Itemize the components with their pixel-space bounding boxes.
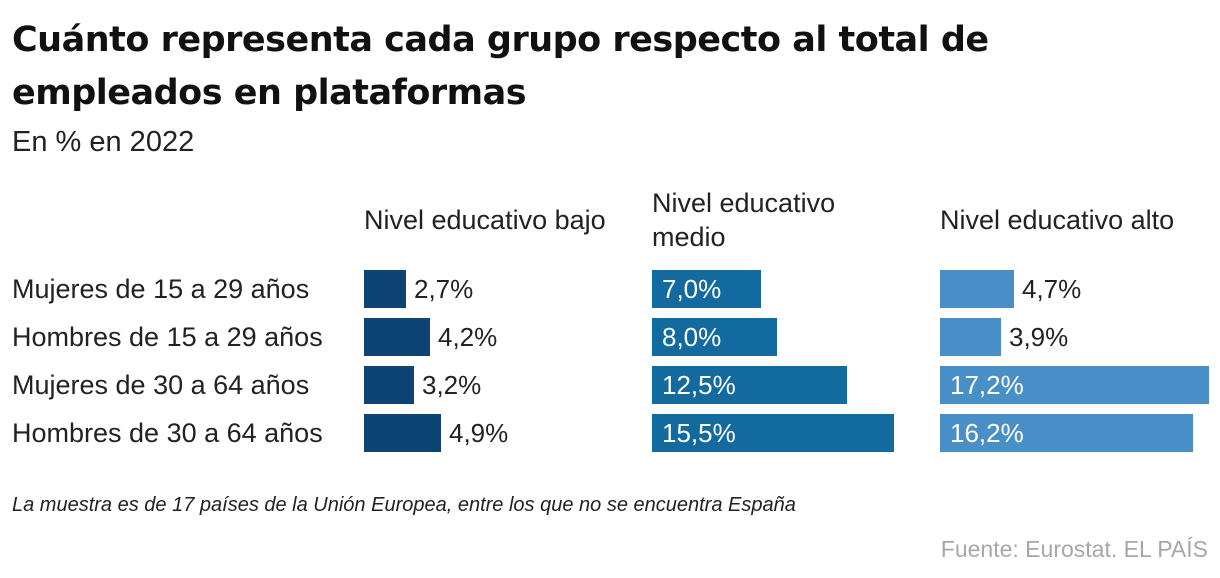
series-header: Nivel educativo bajo [364,205,606,235]
bar [364,270,406,308]
data-label: 17,2% [950,370,1024,400]
bar [652,318,777,356]
data-label: 16,2% [950,418,1024,448]
bar [364,318,430,356]
chart-title: Cuánto representa cada grupo respecto al… [12,20,989,113]
series-header: Nivel educativo alto [940,205,1175,235]
bar [940,366,1209,404]
row-label: Mujeres de 30 a 64 años [12,370,310,400]
sample-note: La muestra es de 17 países de la Unión E… [12,494,796,516]
data-label: 8,0% [662,322,722,352]
row-label: Mujeres de 15 a 29 años [12,274,310,304]
data-label: 4,7% [1022,274,1082,304]
data-label: 3,9% [1009,322,1069,352]
bar [940,270,1014,308]
data-label: 4,2% [438,322,498,352]
source-credit: Fuente: Eurostat. EL PAÍS [940,536,1208,562]
bar [652,270,761,308]
data-label: 15,5% [662,418,736,448]
data-label: 7,0% [662,274,722,304]
chart-subtitle: En % en 2022 [12,126,195,158]
row-label: Hombres de 15 a 29 años [12,322,323,352]
bar [652,366,847,404]
series-header: Nivel educativo medio [652,188,836,252]
data-label: 2,7% [414,274,474,304]
bar [364,414,441,452]
bar [940,414,1193,452]
bar [940,318,1001,356]
data-label: 3,2% [422,370,482,400]
bar [652,414,894,452]
data-label: 12,5% [662,370,736,400]
row-label: Hombres de 30 a 64 años [12,418,323,448]
bar [364,366,414,404]
data-label: 4,9% [449,418,509,448]
